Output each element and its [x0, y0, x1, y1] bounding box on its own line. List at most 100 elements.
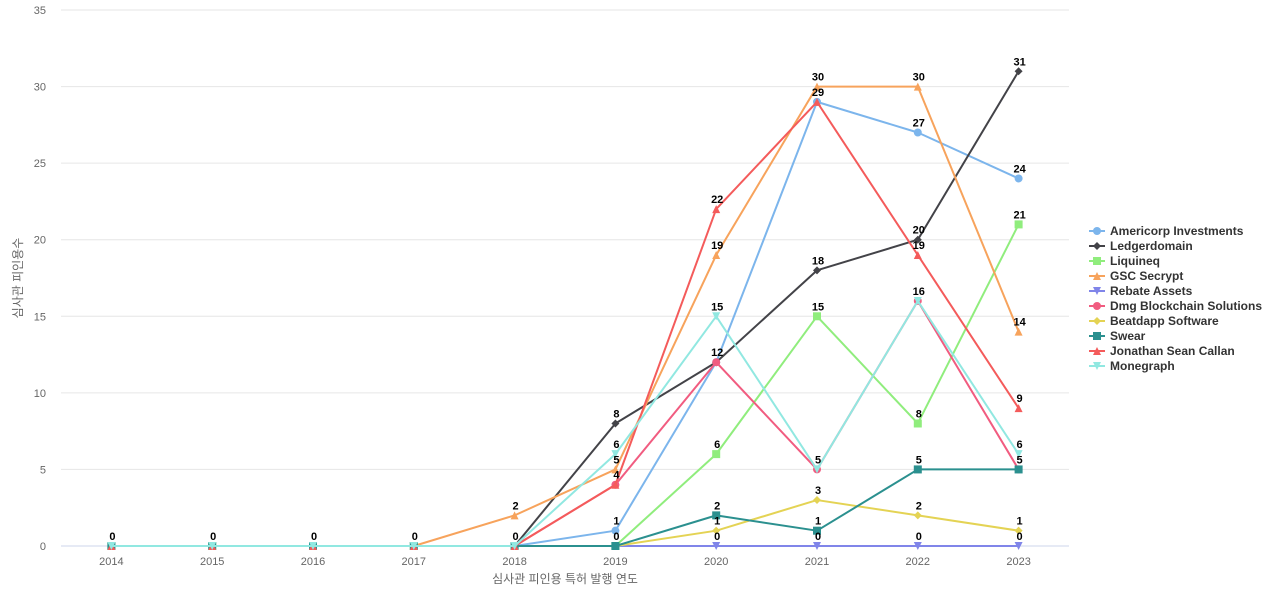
- legend-item-swear[interactable]: Swear: [1089, 329, 1146, 343]
- data-label: 1: [815, 516, 821, 528]
- data-label: 22: [711, 194, 723, 206]
- x-tick-label: 2020: [704, 556, 728, 568]
- data-label: 5: [815, 454, 821, 466]
- data-point: [611, 450, 620, 459]
- legend-item-gsc-secrypt[interactable]: GSC Secrypt: [1089, 269, 1183, 283]
- data-point: [712, 542, 721, 550]
- data-point: [611, 526, 620, 535]
- data-point: [913, 511, 922, 520]
- data-label: 8: [916, 408, 922, 420]
- data-point: [813, 526, 821, 535]
- data-label: 8: [613, 408, 619, 420]
- y-axis-title: 심사관 피인용수: [11, 238, 25, 319]
- legend-item-rebate-assets[interactable]: Rebate Assets: [1089, 284, 1193, 298]
- legend-item-jonathan-sean-callan[interactable]: Jonathan Sean Callan: [1089, 344, 1235, 358]
- data-label: 0: [815, 531, 821, 543]
- data-label: 5: [1017, 454, 1023, 466]
- data-point: [913, 419, 922, 428]
- y-tick-label: 20: [34, 235, 46, 247]
- legend-symbol: [1093, 302, 1101, 310]
- y-tick-label: 30: [34, 82, 46, 94]
- data-label: 27: [913, 118, 925, 130]
- legend-symbol: [1093, 227, 1101, 235]
- legend-label: Beatdapp Software: [1110, 314, 1219, 328]
- data-label: 0: [311, 531, 317, 543]
- data-point: [712, 450, 721, 459]
- legend-item-americorp-investments[interactable]: Americorp Investments: [1089, 224, 1244, 238]
- data-label: 29: [812, 87, 824, 99]
- data-label: 2: [916, 500, 922, 512]
- y-tick-label: 35: [34, 5, 46, 17]
- data-label: 30: [913, 72, 925, 84]
- legend-item-monegraph[interactable]: Monegraph: [1089, 359, 1175, 373]
- legend-symbol: [1093, 332, 1101, 340]
- legend-label: GSC Secrypt: [1110, 269, 1183, 283]
- data-label: 14: [1013, 317, 1026, 329]
- series-ledgerdomain: [107, 67, 1023, 550]
- data-label: 19: [913, 240, 925, 252]
- data-label: 9: [1017, 393, 1023, 405]
- data-label: 0: [412, 531, 418, 543]
- series-swear: [107, 465, 1023, 550]
- data-label: 19: [711, 240, 723, 252]
- data-point: [1014, 220, 1023, 229]
- data-point: [813, 496, 821, 505]
- data-point: [510, 511, 519, 520]
- data-point: [813, 266, 821, 275]
- legend-item-beatdapp-software[interactable]: Beatdapp Software: [1089, 314, 1219, 328]
- x-tick-label: 2015: [200, 556, 224, 568]
- data-label: 0: [210, 531, 216, 543]
- data-point: [913, 251, 922, 260]
- legend-label: Swear: [1110, 329, 1146, 343]
- data-label: 2: [714, 500, 720, 512]
- data-point: [913, 82, 922, 91]
- data-label: 24: [1013, 163, 1026, 175]
- data-label: 0: [1017, 531, 1023, 543]
- data-label: 20: [913, 225, 925, 237]
- x-tick-label: 2017: [402, 556, 426, 568]
- data-label: 12: [711, 347, 723, 359]
- data-label: 0: [513, 531, 519, 543]
- series-line: [111, 100, 1020, 547]
- series-americorp-investments: [107, 97, 1023, 550]
- y-axis-ticks: 0 5 10 15 20 25 30 35: [34, 5, 46, 553]
- data-point: [1014, 67, 1023, 76]
- series-line: [111, 70, 1020, 547]
- legend: Americorp InvestmentsLedgerdomainLiquine…: [1089, 224, 1262, 373]
- series-line: [111, 223, 1020, 547]
- x-tick-label: 2023: [1006, 556, 1030, 568]
- data-point: [1014, 404, 1023, 413]
- series-dmg-blockchain-solutions: [107, 296, 1023, 550]
- data-label: 6: [1017, 439, 1023, 451]
- legend-label: Jonathan Sean Callan: [1110, 344, 1235, 358]
- data-label: 6: [714, 439, 720, 451]
- data-labels: 0 0 0 0208654102219151262103029181553103027…: [109, 56, 1026, 543]
- y-tick-label: 10: [34, 388, 46, 400]
- series-line: [111, 468, 1019, 547]
- data-point: [813, 312, 821, 321]
- data-label: 1: [1017, 516, 1023, 528]
- data-label: 31: [1013, 56, 1025, 68]
- data-point: [1014, 450, 1023, 459]
- data-point: [913, 128, 922, 137]
- x-tick-label: 2019: [603, 556, 627, 568]
- data-label: 3: [815, 485, 821, 497]
- data-label: 18: [812, 255, 824, 267]
- data-label: 0: [714, 531, 720, 543]
- legend-label: Dmg Blockchain Solutions: [1110, 299, 1262, 313]
- legend-item-dmg-blockchain-solutions[interactable]: Dmg Blockchain Solutions: [1089, 299, 1262, 313]
- data-label: 2: [513, 500, 519, 512]
- y-tick-label: 5: [40, 464, 46, 476]
- legend-item-ledgerdomain[interactable]: Ledgerdomain: [1089, 239, 1193, 253]
- data-label: 16: [913, 286, 925, 298]
- series-beatdapp-software: [107, 496, 1023, 550]
- data-point: [1014, 526, 1023, 535]
- data-label: 6: [613, 439, 619, 451]
- data-point: [913, 465, 922, 474]
- legend-item-liquineq[interactable]: Liquineq: [1089, 254, 1160, 268]
- data-label: 15: [812, 301, 824, 313]
- x-tick-label: 2016: [301, 556, 325, 568]
- legend-symbol: [1093, 347, 1101, 355]
- legend-label: Liquineq: [1110, 254, 1160, 268]
